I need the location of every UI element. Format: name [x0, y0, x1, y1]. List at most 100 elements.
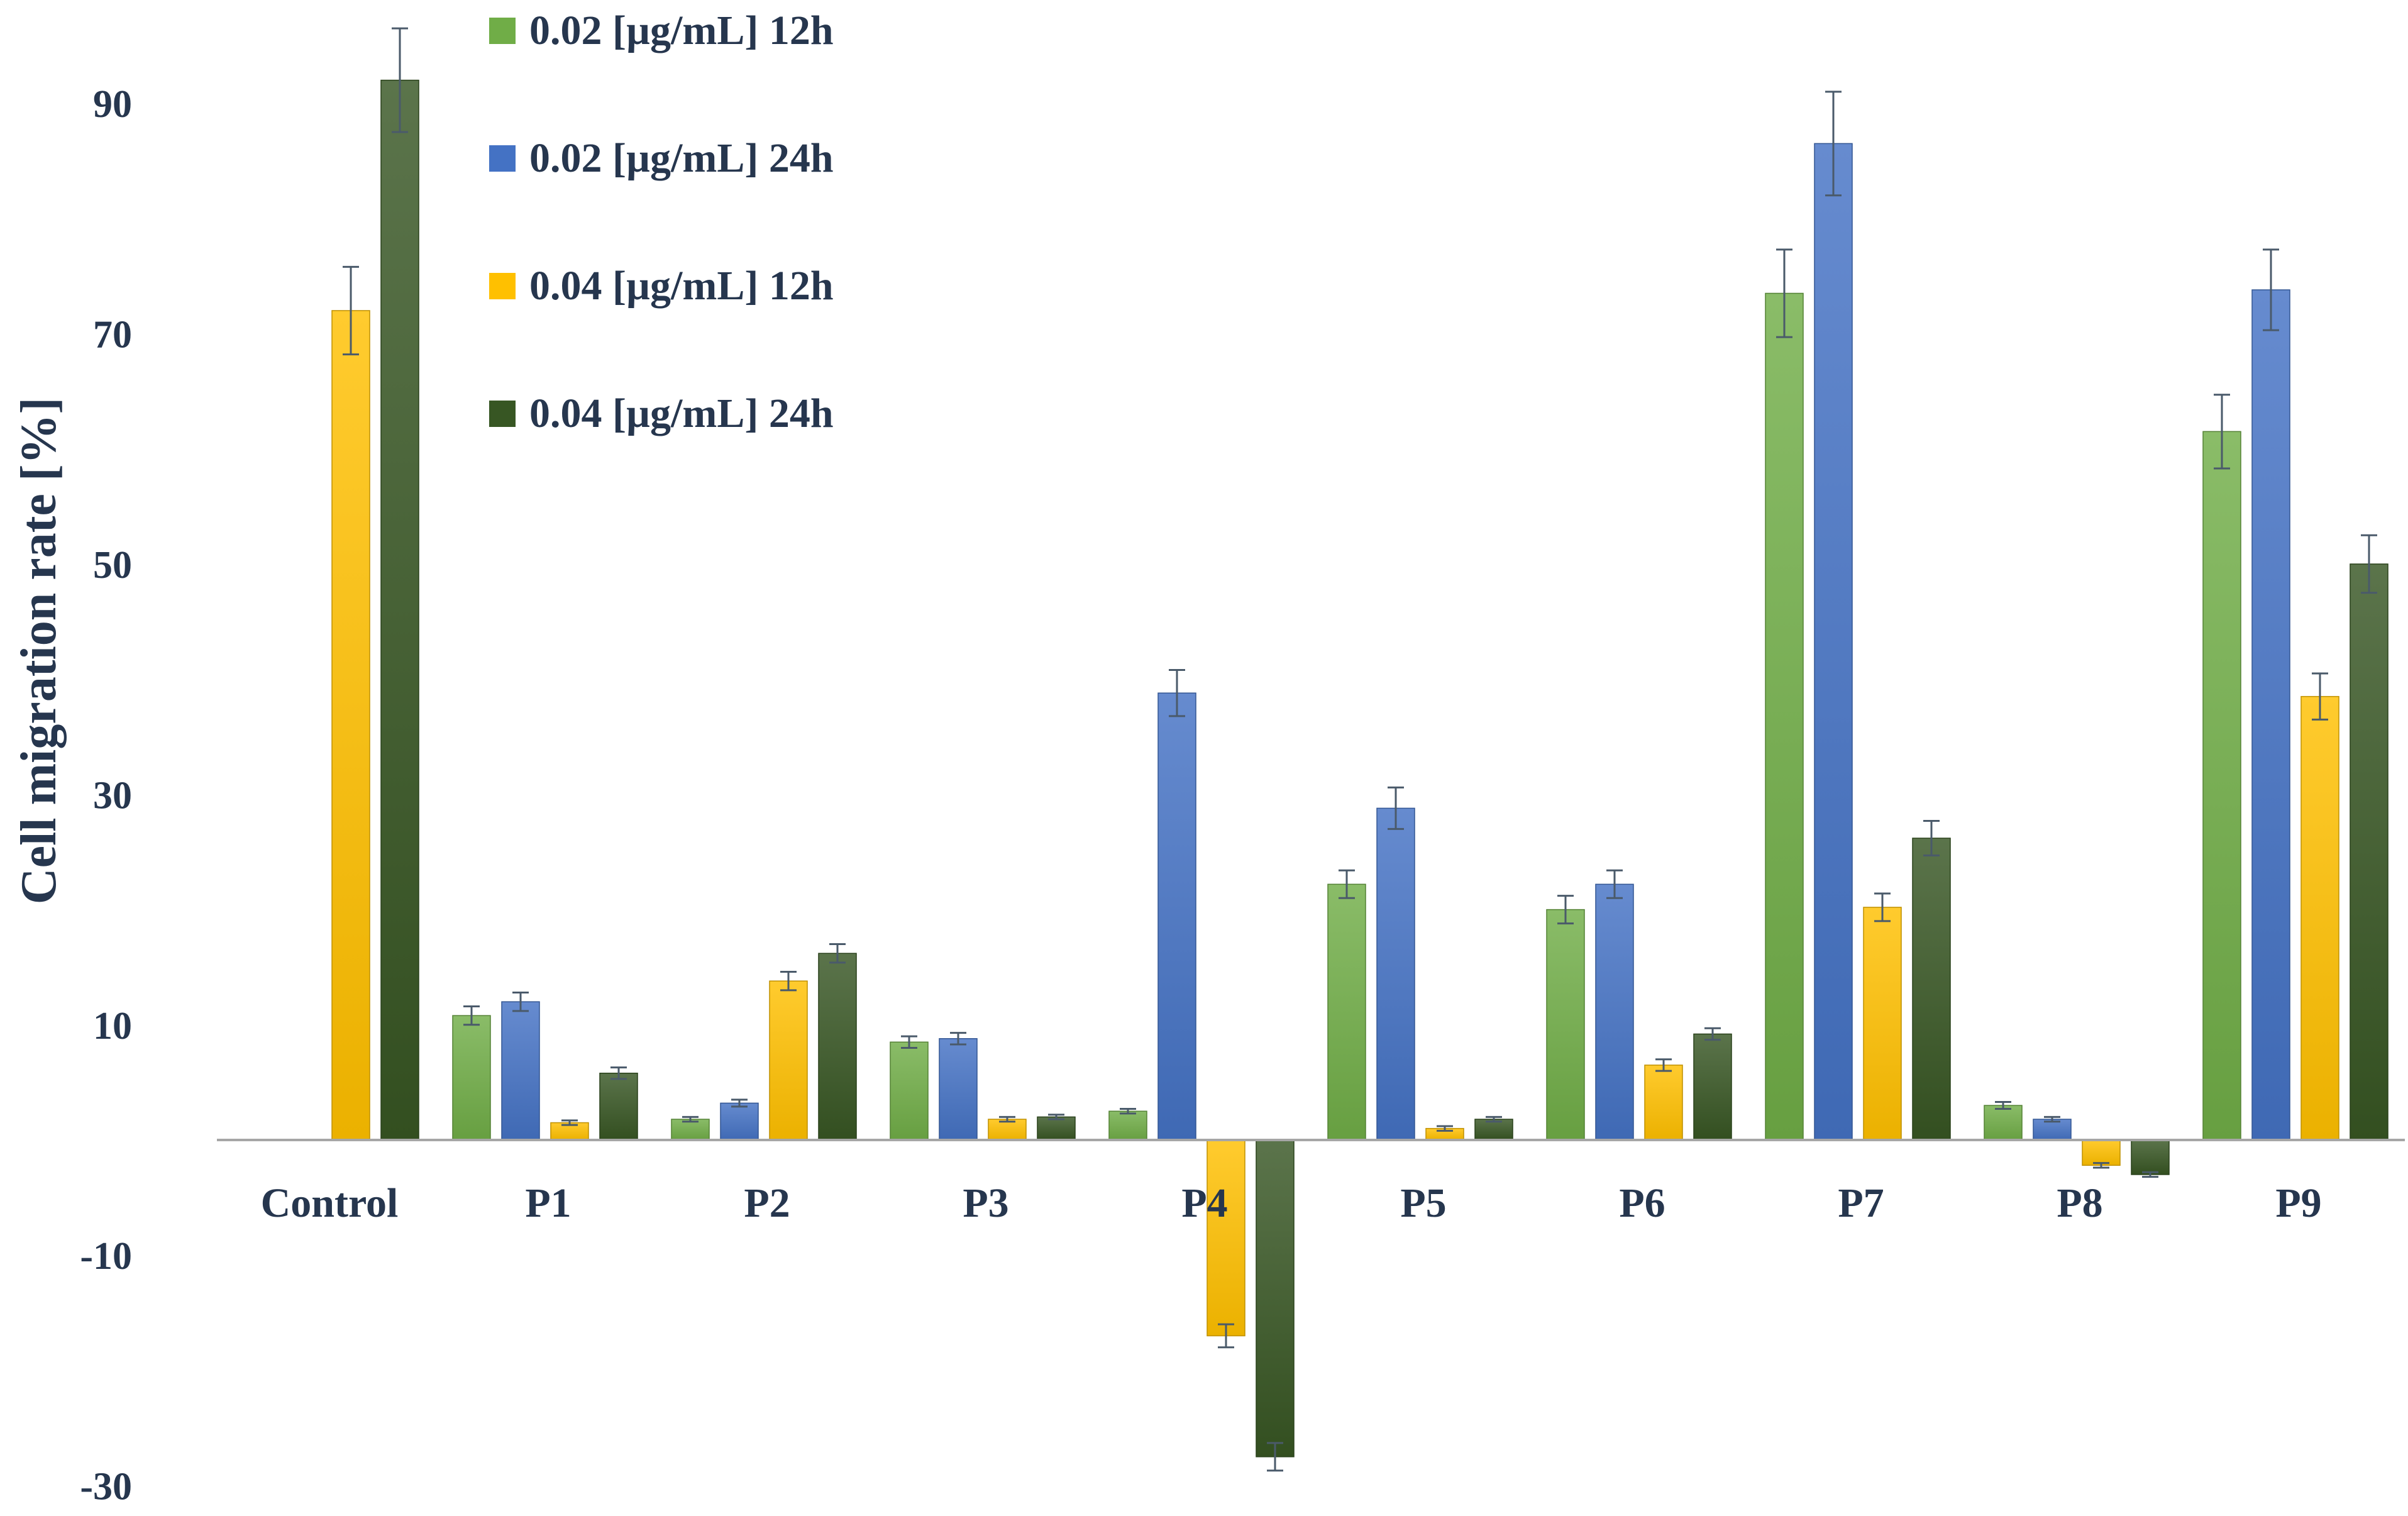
bar-p2-series-4 — [818, 953, 857, 1141]
error-bar-p5-series-2 — [1388, 786, 1404, 830]
x-category-label: P6 — [1619, 1180, 1665, 1226]
legend-item: 0.02 [µg/mL] 24h — [489, 135, 834, 181]
y-axis-title: Cell migration rate [%] — [11, 397, 67, 904]
bar-p7-series-3 — [1863, 907, 1902, 1141]
error-bar-p8-series-3 — [2093, 1162, 2109, 1169]
error-bar-p5-series-1 — [1339, 869, 1355, 899]
x-category-label: P7 — [1838, 1180, 1884, 1226]
legend-swatch — [489, 273, 516, 299]
error-bar-p4-series-2 — [1169, 669, 1185, 717]
legend-item: 0.04 [µg/mL] 24h — [489, 390, 834, 436]
y-tick-label: 10 — [93, 1005, 132, 1048]
error-bar-p3-series-4 — [1048, 1114, 1064, 1120]
legend-label: 0.02 [µg/mL] 24h — [529, 135, 834, 181]
error-bars-layer — [343, 27, 2377, 1472]
error-bar-p9-series-3 — [2312, 672, 2328, 721]
bar-p1-series-1 — [452, 1015, 491, 1141]
error-bar-p1-series-4 — [610, 1066, 627, 1080]
bar-control-series-3 — [331, 310, 370, 1141]
error-bar-p8-series-2 — [2044, 1115, 2060, 1123]
x-category-label: P1 — [525, 1180, 571, 1226]
bar-p3-series-1 — [890, 1041, 929, 1141]
error-bar-p6-series-3 — [1655, 1058, 1672, 1072]
legend-swatch — [489, 18, 516, 44]
bar-p1-series-4 — [599, 1072, 638, 1141]
error-bar-p5-series-3 — [1437, 1125, 1453, 1132]
error-bar-p3-series-2 — [950, 1032, 966, 1046]
bar-p7-series-4 — [1912, 838, 1951, 1141]
bar-p8-series-3 — [2082, 1139, 2121, 1166]
error-bar-control-series-3 — [343, 265, 359, 356]
bar-p7-series-2 — [1814, 143, 1853, 1141]
bar-control-series-4 — [380, 79, 419, 1141]
bar-p6-series-1 — [1546, 909, 1585, 1141]
error-bar-p9-series-2 — [2263, 248, 2279, 331]
bar-p4-series-2 — [1157, 692, 1196, 1141]
bar-p9-series-1 — [2202, 431, 2241, 1141]
error-bar-p7-series-1 — [1776, 248, 1792, 338]
bar-p2-series-3 — [769, 980, 808, 1141]
category-labels: Control P1 P2 P3 P4 P5 P6 P7 P8 P9 — [261, 1180, 2322, 1226]
error-bar-p6-series-1 — [1557, 895, 1574, 925]
error-bar-p9-series-1 — [2214, 394, 2230, 470]
legend-swatch — [489, 401, 516, 427]
bar-p5-series-2 — [1376, 807, 1415, 1141]
error-bar-p6-series-4 — [1704, 1027, 1721, 1041]
error-bar-p1-series-3 — [561, 1119, 578, 1126]
bar-p4-series-3 — [1207, 1139, 1245, 1337]
legend-label: 0.02 [µg/mL] 12h — [529, 8, 834, 53]
bar-p8-series-1 — [1984, 1105, 2023, 1141]
bar-p8-series-4 — [2131, 1139, 2170, 1175]
bar-p3-series-2 — [939, 1038, 978, 1141]
bar-p9-series-4 — [2350, 563, 2389, 1141]
error-bar-p5-series-4 — [1486, 1115, 1502, 1123]
error-bar-p8-series-4 — [2142, 1171, 2158, 1178]
y-tick-label: 50 — [93, 544, 132, 587]
bars-layer — [331, 79, 2389, 1458]
bar-p6-series-4 — [1693, 1033, 1732, 1141]
legend-swatch — [489, 145, 516, 172]
error-bar-p2-series-4 — [829, 943, 846, 964]
x-category-label: Control — [261, 1180, 399, 1226]
error-bar-p3-series-1 — [901, 1035, 917, 1049]
y-tick-label: 90 — [93, 83, 132, 126]
error-bar-p2-series-1 — [682, 1115, 699, 1123]
x-category-label: P2 — [744, 1180, 790, 1226]
bar-p4-series-1 — [1108, 1110, 1147, 1141]
x-category-label: P9 — [2275, 1180, 2321, 1226]
error-bar-control-series-4 — [392, 27, 408, 133]
bar-p3-series-4 — [1037, 1116, 1076, 1141]
error-bar-p7-series-3 — [1874, 892, 1891, 922]
legend-item: 0.04 [µg/mL] 12h — [489, 263, 834, 309]
bar-p9-series-2 — [2251, 289, 2290, 1141]
y-tick-label: 70 — [93, 314, 132, 357]
bar-p5-series-1 — [1327, 883, 1366, 1141]
error-bar-p1-series-1 — [463, 1005, 480, 1026]
bar-p9-series-3 — [2300, 695, 2339, 1141]
error-bar-p1-series-2 — [512, 992, 529, 1012]
bar-p2-series-2 — [720, 1102, 759, 1141]
legend-label: 0.04 [µg/mL] 12h — [529, 263, 834, 309]
bar-p4-series-4 — [1256, 1139, 1295, 1458]
error-bar-p4-series-4 — [1267, 1442, 1283, 1472]
error-bar-p3-series-3 — [999, 1115, 1015, 1123]
y-tick-label: 30 — [93, 774, 132, 817]
x-category-label: P8 — [2057, 1180, 2102, 1226]
error-bar-p6-series-2 — [1606, 869, 1623, 899]
x-category-label: P4 — [1181, 1180, 1227, 1226]
x-category-label: P3 — [963, 1180, 1008, 1226]
error-bar-p8-series-1 — [1995, 1101, 2011, 1110]
error-bar-p9-series-4 — [2361, 534, 2377, 594]
x-category-label: P5 — [1400, 1180, 1446, 1226]
error-bar-p4-series-3 — [1218, 1323, 1234, 1349]
error-bar-p2-series-3 — [780, 971, 797, 992]
y-tick-label: -30 — [80, 1466, 132, 1508]
y-tick-labels: -30 -10 10 30 50 70 90 — [80, 83, 132, 1508]
error-bar-p7-series-4 — [1923, 820, 1940, 856]
bar-p6-series-3 — [1644, 1065, 1683, 1141]
y-tick-label: -10 — [80, 1235, 132, 1278]
bar-p7-series-1 — [1765, 292, 1804, 1141]
bar-p1-series-2 — [501, 1001, 540, 1141]
legend-label: 0.04 [µg/mL] 24h — [529, 390, 834, 436]
